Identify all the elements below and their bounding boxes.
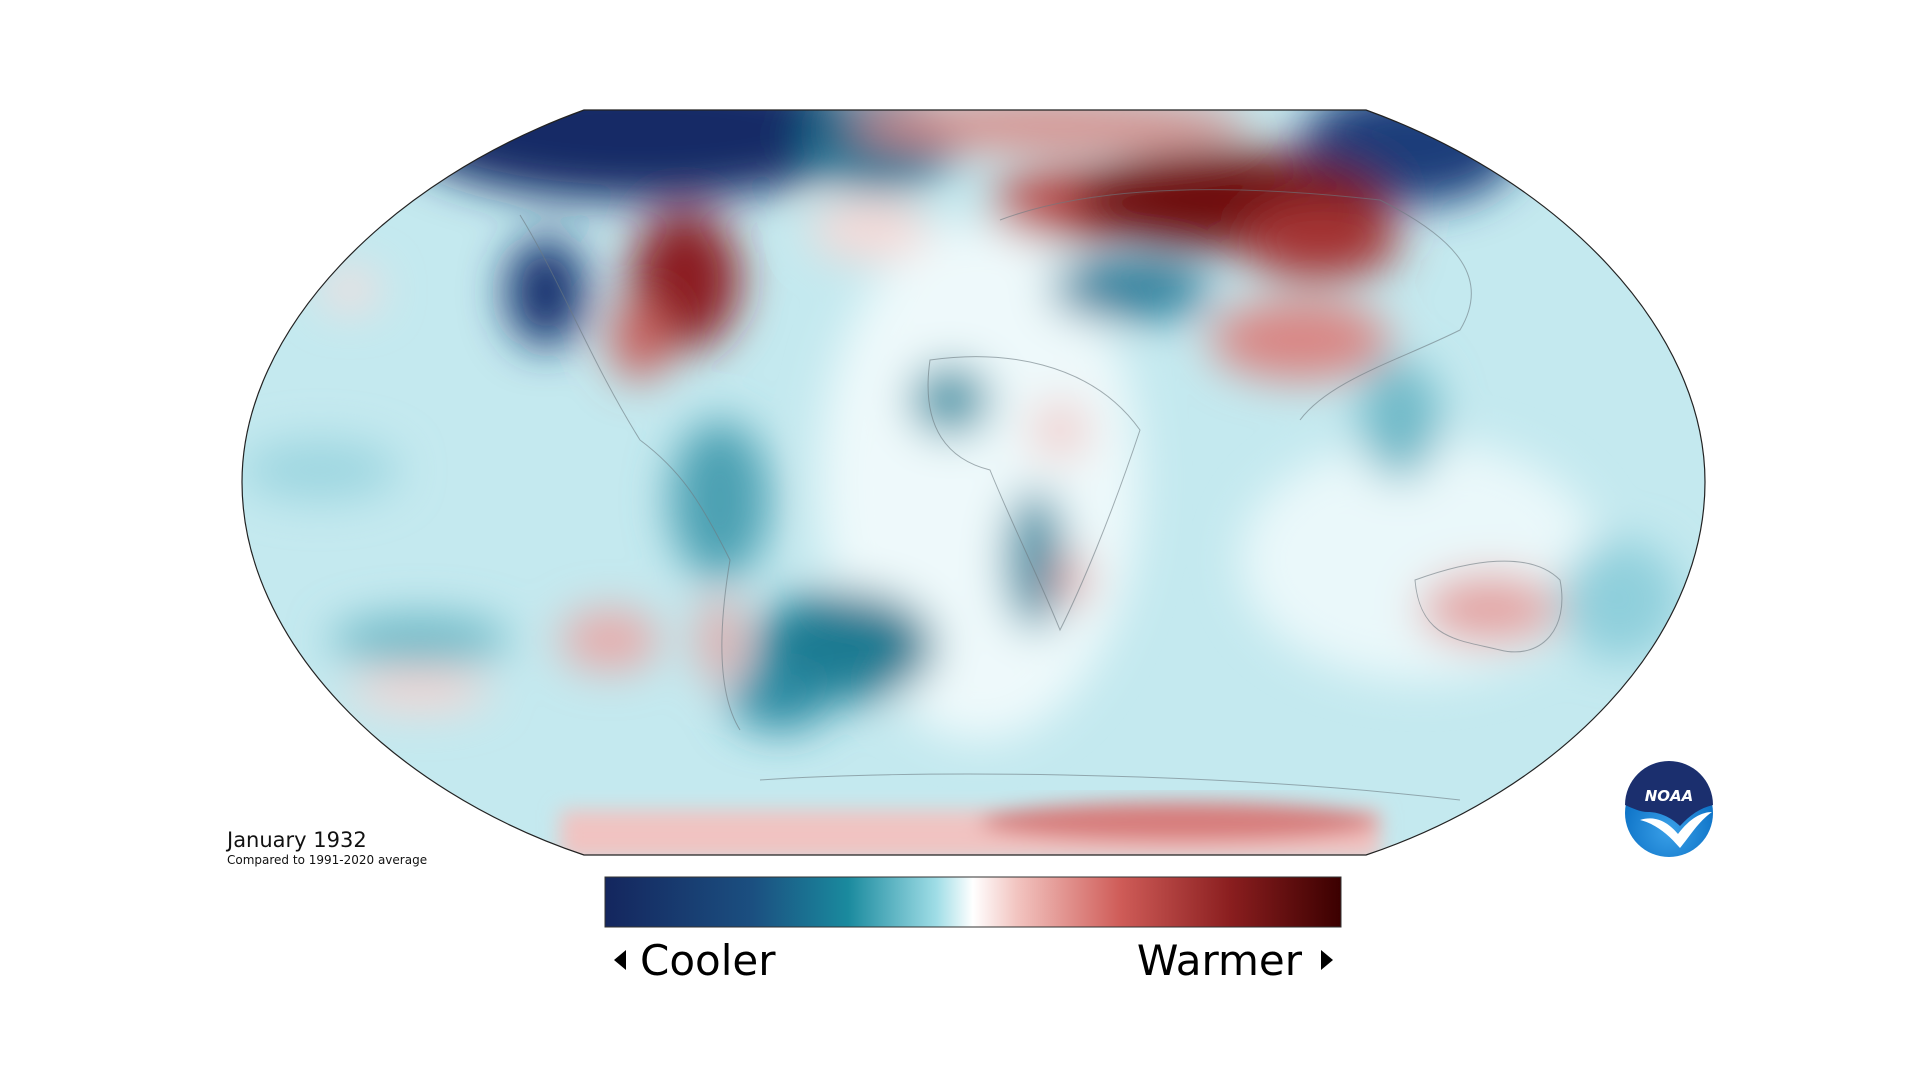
color-scale xyxy=(604,876,1342,928)
map-outline xyxy=(241,109,1706,856)
logo-top xyxy=(1625,761,1713,826)
warmer-arrow xyxy=(1321,950,1333,970)
legend-high-label: Warmer xyxy=(1137,936,1303,985)
cooler-arrow xyxy=(614,950,626,970)
noaa-logo: NOAA xyxy=(1625,761,1713,857)
anomaly-field xyxy=(242,110,1705,855)
logo-bird xyxy=(1640,812,1712,848)
legend-low-label: Cooler xyxy=(640,936,776,985)
map-title: January 1932 xyxy=(225,828,367,852)
map-subtitle: Compared to 1991-2020 average xyxy=(227,853,427,867)
logo-text: NOAA xyxy=(1645,787,1694,805)
